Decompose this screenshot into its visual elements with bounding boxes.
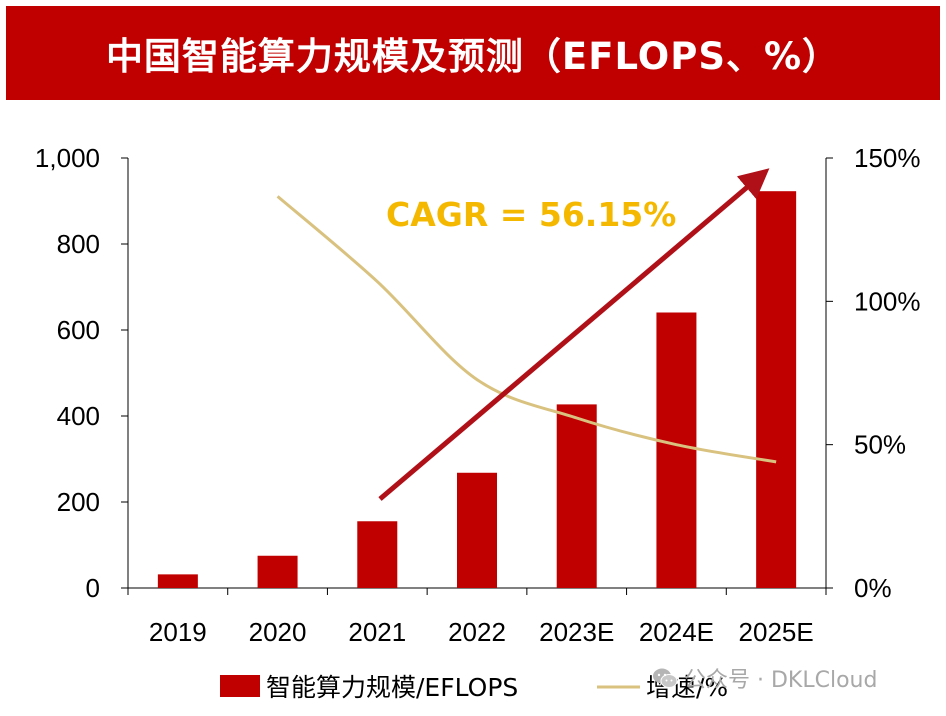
cagr-arrow — [378, 168, 770, 501]
x-tick-label: 2023E — [539, 617, 614, 647]
x-tick-label: 2021 — [348, 617, 406, 647]
growth-line — [276, 195, 777, 464]
y-tick-label-left: 600 — [57, 315, 100, 345]
cagr-label: CAGR = 56.15% — [386, 195, 676, 234]
bar — [756, 191, 797, 589]
y-tick-label-right: 0% — [854, 573, 892, 603]
x-tick-label: 2020 — [249, 617, 307, 647]
wechat-icon — [653, 668, 678, 688]
title-bar: 中国智能算力规模及预测（EFLOPS、%） — [6, 6, 940, 100]
y-tick-label-left: 0 — [86, 573, 100, 603]
x-tick-label: 2019 — [149, 617, 207, 647]
y-tick-label-right: 50% — [854, 430, 906, 460]
y-tick-label-right: 100% — [854, 286, 921, 316]
page-title: 中国智能算力规模及预测（EFLOPS、%） — [105, 35, 841, 78]
bar-series — [157, 191, 797, 589]
legend: 智能算力规模/EFLOPS 增速/% — [220, 673, 728, 702]
bar — [457, 472, 497, 588]
x-tick-label: 2024E — [639, 617, 714, 647]
legend-bar-swatch — [220, 675, 260, 697]
line-series — [276, 195, 777, 464]
bar — [357, 521, 398, 588]
y-tick-label-left: 1,000 — [35, 143, 100, 173]
axes: 0 200 400 600 800 1,000 0% 50% 100% 150% 2019 2020 2… — [35, 143, 921, 647]
bar — [157, 574, 198, 588]
legend-bar-label: 智能算力规模/EFLOPS — [266, 673, 518, 702]
bar — [556, 404, 597, 588]
watermark-text: 公众号 · DKLCloud — [684, 668, 878, 693]
y-tick-label-left: 200 — [57, 487, 100, 517]
annotations: CAGR = 56.15% — [378, 168, 770, 501]
bar — [257, 555, 298, 588]
x-tick-label: 2022 — [448, 617, 506, 647]
bar — [656, 312, 697, 588]
y-tick-label-left: 800 — [57, 229, 100, 259]
y-tick-label-right: 150% — [854, 143, 921, 173]
y-tick-label-left: 400 — [57, 401, 100, 431]
x-tick-label: 2025E — [739, 617, 814, 647]
watermark: 公众号 · DKLCloud — [652, 664, 878, 693]
